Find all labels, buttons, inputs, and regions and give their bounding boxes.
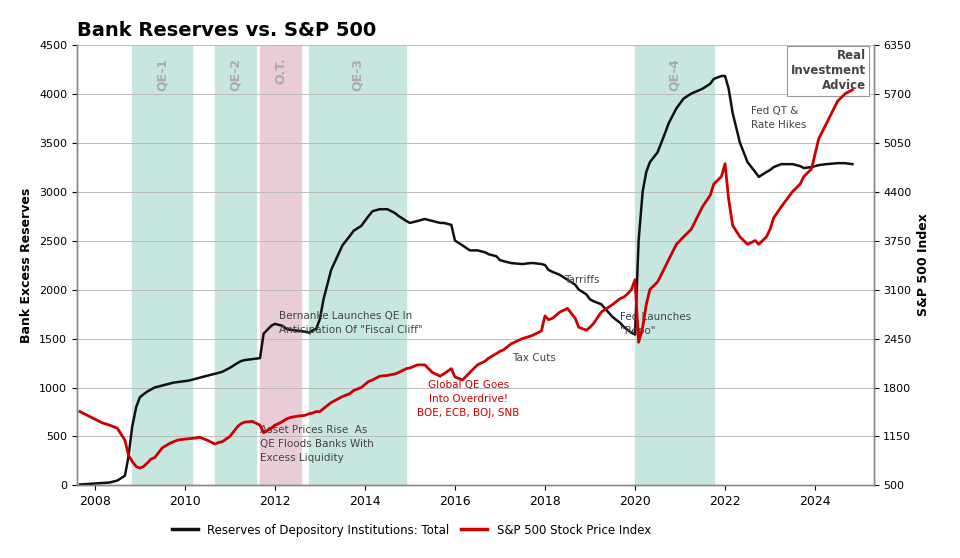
Text: Bernanke Launches QE In
Anticipation Of "Fiscal Cliff": Bernanke Launches QE In Anticipation Of … [279, 311, 423, 335]
Y-axis label: Bank Excess Reserves: Bank Excess Reserves [20, 187, 34, 343]
Text: Global QE Goes
Into Overdrive!
BOE, ECB, BOJ, SNB: Global QE Goes Into Overdrive! BOE, ECB,… [418, 380, 519, 418]
Text: Bank Reserves vs. S&P 500: Bank Reserves vs. S&P 500 [77, 21, 376, 40]
Text: Fed QT &
Rate Hikes: Fed QT & Rate Hikes [751, 106, 806, 130]
Text: QE-1: QE-1 [156, 58, 169, 91]
Text: QE-4: QE-4 [668, 58, 681, 91]
Text: Fed Launches
"Repo": Fed Launches "Repo" [620, 312, 691, 336]
Y-axis label: S&P 500 Index: S&P 500 Index [917, 214, 930, 316]
Text: QE-3: QE-3 [351, 58, 364, 91]
Bar [132, 45, 193, 485]
Bar [215, 45, 256, 485]
Bar [635, 45, 714, 485]
Text: Tarriffs: Tarriffs [564, 275, 599, 285]
Bar [260, 45, 301, 485]
Bar [308, 45, 406, 485]
Text: QE-2: QE-2 [229, 58, 242, 91]
Text: O.T.: O.T. [274, 58, 287, 84]
Legend: Reserves of Depository Institutions: Total, S&P 500 Stock Price Index: Reserves of Depository Institutions: Tot… [167, 519, 656, 541]
Text: Asset Prices Rise  As
QE Floods Banks With
Excess Liquidity: Asset Prices Rise As QE Floods Banks Wit… [260, 425, 373, 463]
Text: Real
Investment
Advice: Real Investment Advice [790, 49, 866, 92]
Text: Tax Cuts: Tax Cuts [512, 353, 556, 363]
